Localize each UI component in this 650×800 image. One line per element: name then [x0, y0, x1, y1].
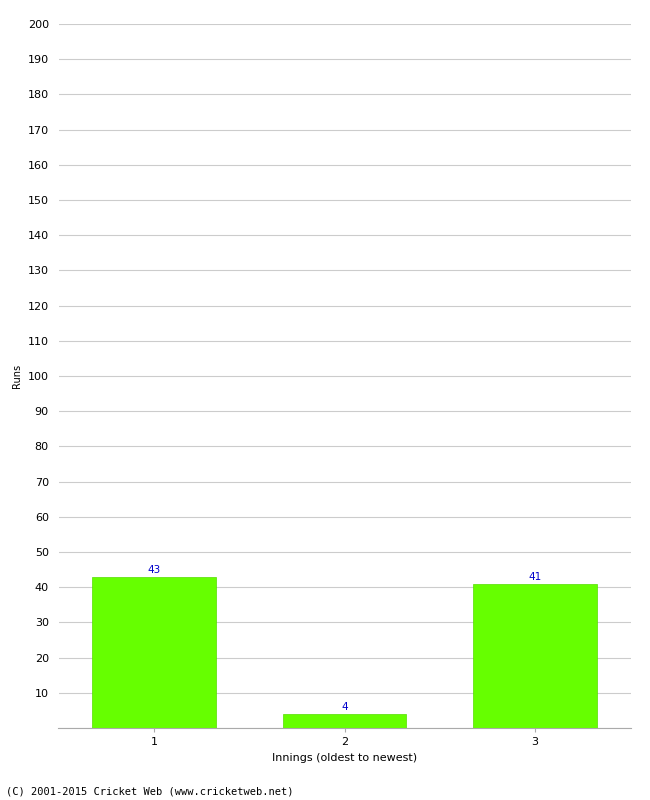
Text: (C) 2001-2015 Cricket Web (www.cricketweb.net): (C) 2001-2015 Cricket Web (www.cricketwe… — [6, 786, 294, 796]
Text: 41: 41 — [528, 572, 542, 582]
Bar — [283, 714, 406, 728]
X-axis label: Innings (oldest to newest): Innings (oldest to newest) — [272, 753, 417, 762]
Text: 4: 4 — [341, 702, 348, 712]
Bar — [92, 577, 216, 728]
Bar — [473, 584, 597, 728]
Y-axis label: Runs: Runs — [12, 364, 22, 388]
Text: 43: 43 — [147, 565, 161, 575]
